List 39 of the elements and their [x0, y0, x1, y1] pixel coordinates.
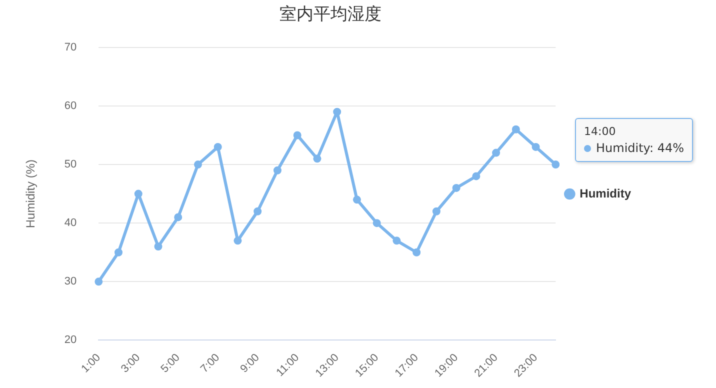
- y-axis-title: Humidity (%): [24, 159, 38, 228]
- x-tick-label: 9:00: [238, 352, 262, 376]
- y-tick-label: 60: [64, 100, 77, 112]
- point: [114, 248, 123, 256]
- x-tick-label: 1:00: [79, 352, 103, 376]
- y-tick-label: 50: [64, 158, 77, 171]
- legend-label: Humidity: [580, 186, 632, 200]
- point: [254, 207, 262, 216]
- point: [372, 219, 381, 228]
- point: [194, 160, 202, 169]
- point: [512, 125, 520, 134]
- y-tick-label: 20: [64, 334, 77, 346]
- point: [392, 236, 401, 245]
- point: [472, 172, 480, 180]
- point: [313, 154, 322, 163]
- point: [552, 160, 560, 169]
- y-tick-label: 40: [64, 217, 77, 230]
- x-tick-label: 5:00: [158, 352, 182, 376]
- y-tick-label: 30: [64, 276, 77, 288]
- point: [492, 148, 500, 157]
- x-tick-label: 7:00: [198, 352, 222, 376]
- point: [432, 207, 440, 216]
- point: [352, 196, 361, 204]
- point: [134, 190, 142, 198]
- point: [94, 278, 103, 286]
- point: [273, 166, 282, 174]
- x-tick-label: 3:00: [119, 352, 143, 376]
- point: [532, 142, 540, 151]
- chart-title: 室内平均湿度: [280, 4, 382, 25]
- y-tick-label: 70: [64, 41, 77, 54]
- point: [412, 248, 421, 256]
- tooltip-box: 14:00 Humidity: 44%: [575, 118, 694, 162]
- point: [234, 236, 242, 245]
- point: [214, 142, 222, 151]
- point: [333, 108, 342, 116]
- point: [452, 184, 460, 192]
- point: [174, 213, 182, 222]
- point: [154, 242, 162, 251]
- point: [293, 131, 302, 140]
